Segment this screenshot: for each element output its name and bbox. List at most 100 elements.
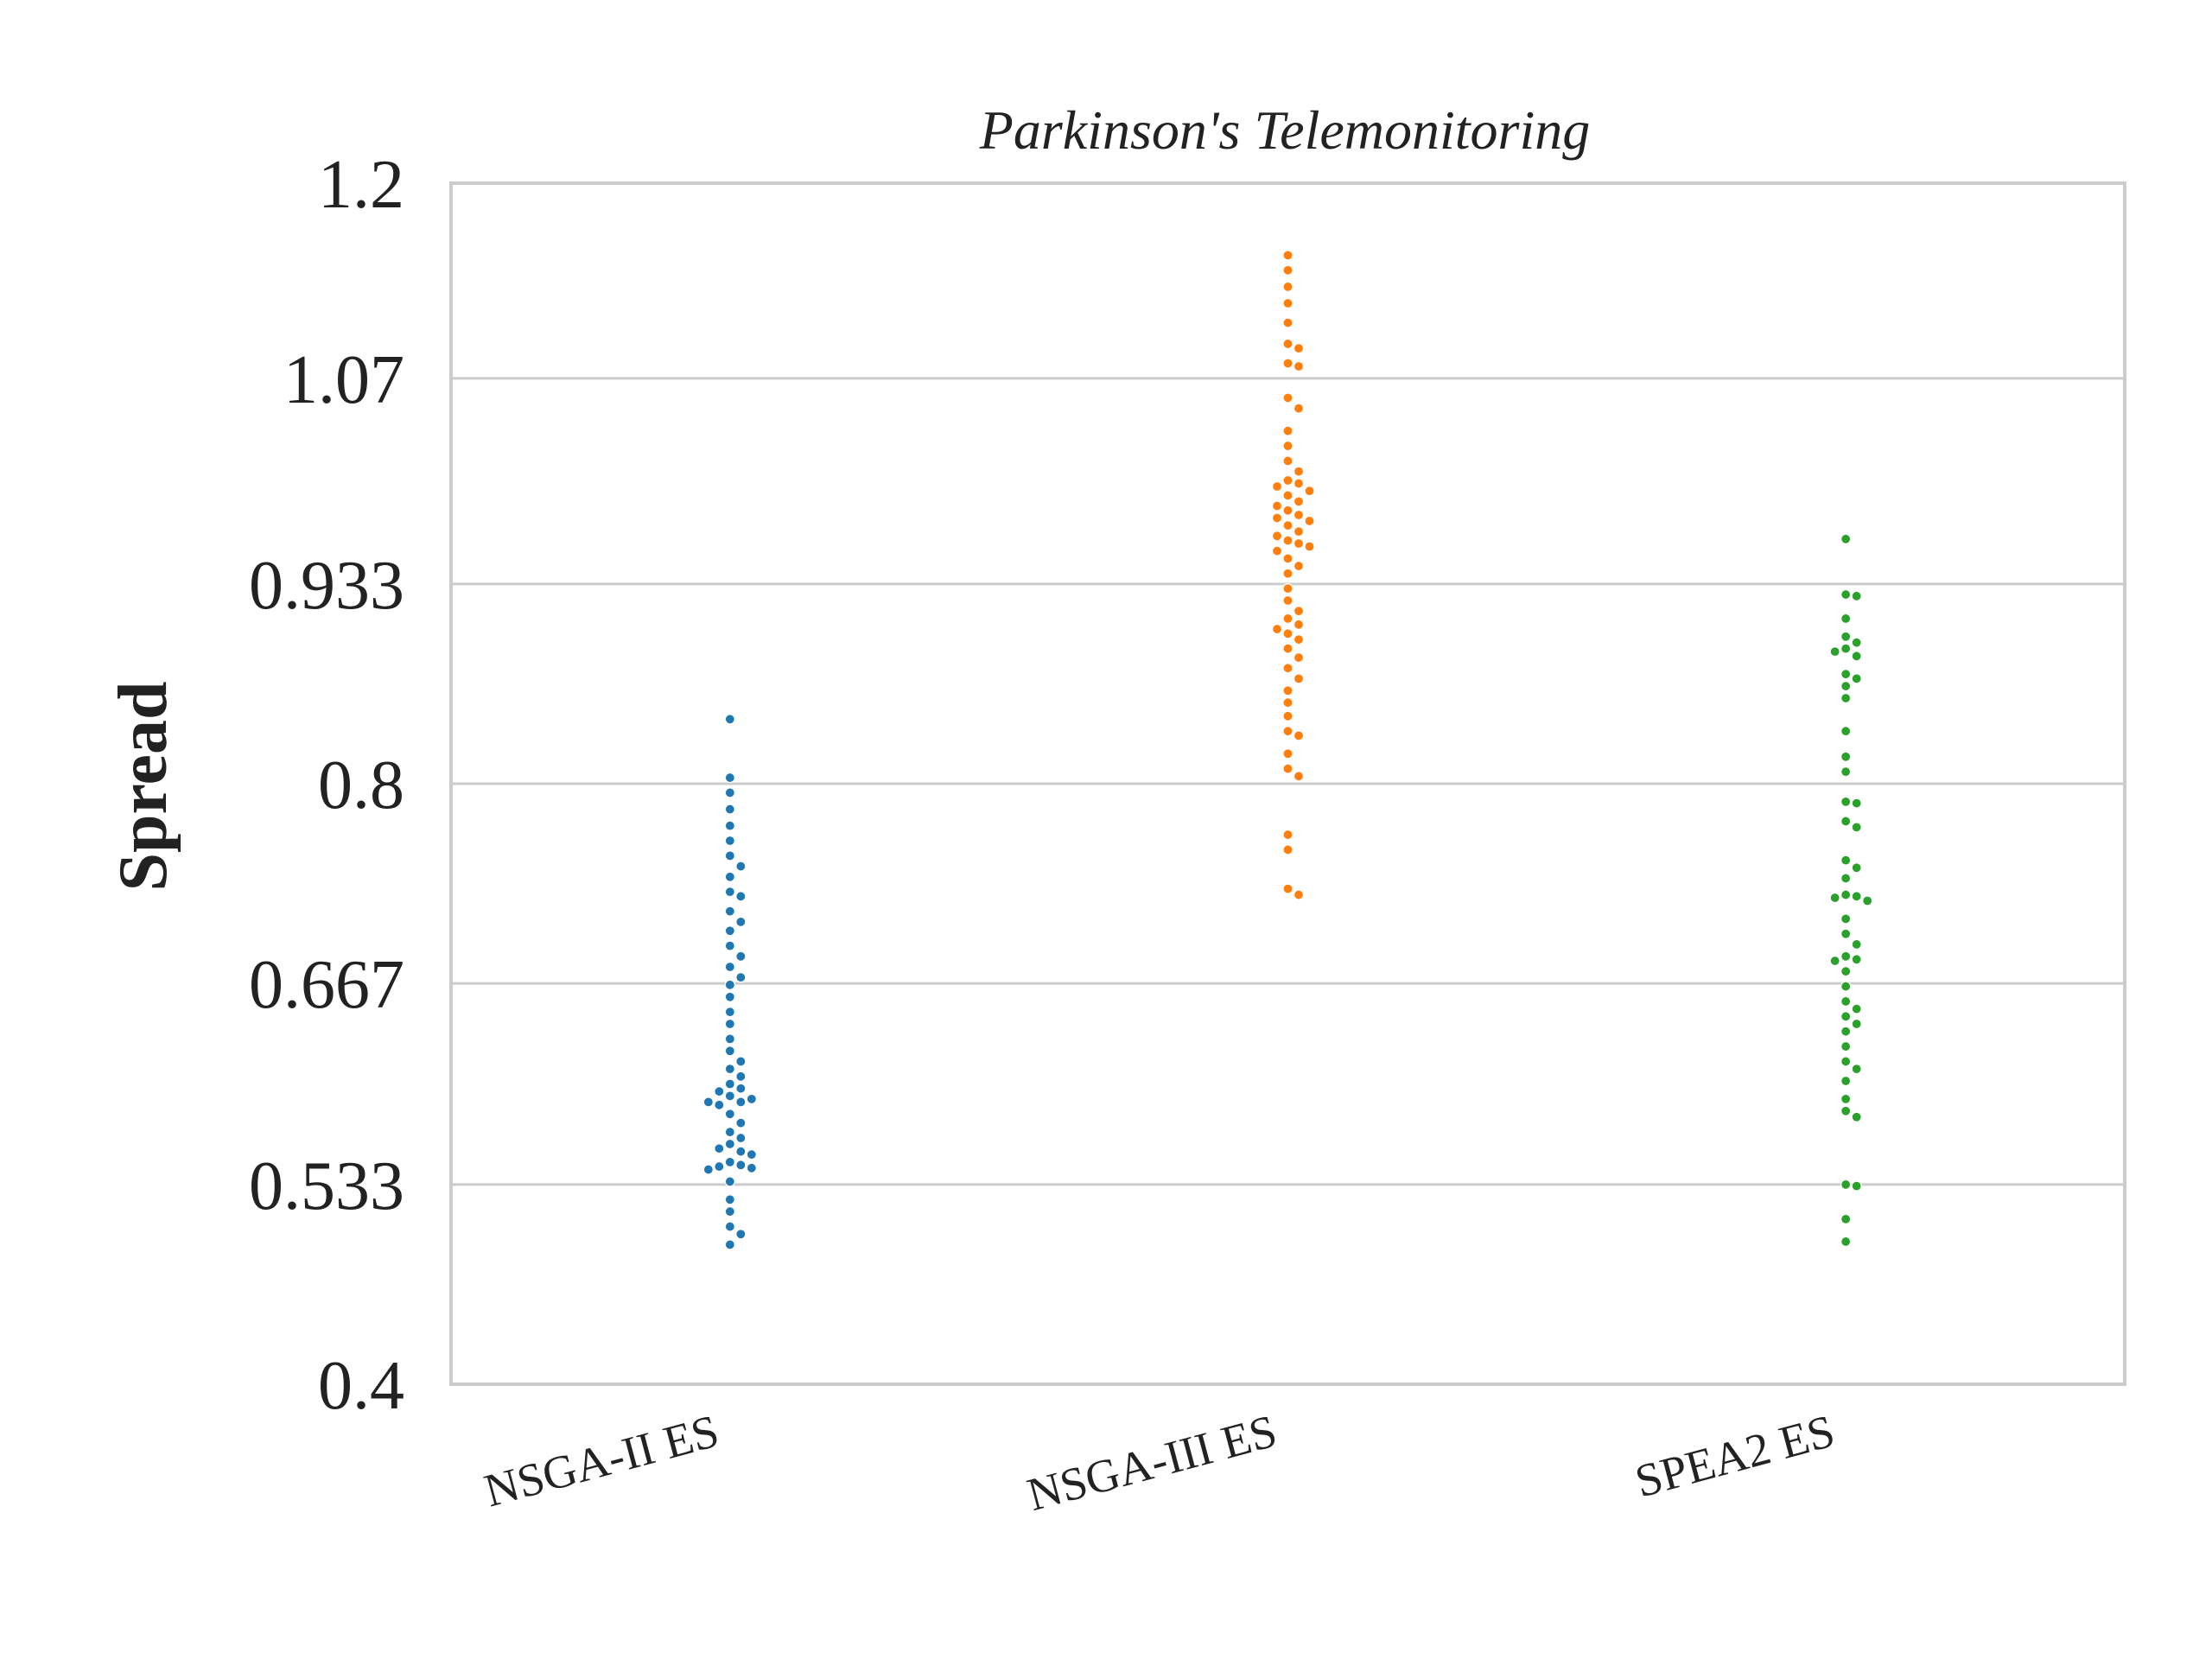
data-point	[735, 1117, 747, 1128]
data-point	[735, 1096, 747, 1108]
x-axis: NSGA-II ES NSGA-III ES SPEA2 ES	[479, 1405, 1840, 1521]
data-point	[724, 1176, 735, 1187]
data-point	[1851, 862, 1862, 874]
data-point	[746, 1149, 757, 1160]
data-point	[714, 1099, 725, 1110]
data-point	[724, 1239, 735, 1250]
data-point	[1282, 628, 1294, 639]
data-point	[1282, 613, 1294, 624]
plot-frame	[449, 181, 2126, 1386]
data-point	[735, 1056, 747, 1067]
data-point	[1840, 613, 1852, 624]
data-point	[1282, 455, 1294, 467]
data-point	[724, 991, 735, 1002]
data-point	[1851, 1180, 1862, 1192]
data-point	[1282, 763, 1294, 774]
data-point	[735, 861, 747, 872]
data-point	[724, 1138, 735, 1150]
data-point	[735, 1229, 747, 1240]
data-point	[1293, 403, 1305, 414]
data-point	[714, 1086, 725, 1097]
data-point	[1293, 619, 1305, 630]
x-tick-label: NSGA-II ES	[479, 1405, 724, 1517]
data-point	[1840, 928, 1852, 939]
y-tick-label: 0.4	[318, 1348, 404, 1424]
data-point	[1840, 855, 1852, 866]
data-point	[735, 1071, 747, 1082]
y-tick-label: 0.933	[249, 548, 404, 624]
data-point	[1282, 250, 1294, 261]
data-point	[735, 972, 747, 983]
data-point	[1282, 710, 1294, 721]
data-point	[1840, 669, 1852, 680]
data-point	[724, 787, 735, 798]
data-point	[1840, 726, 1852, 737]
data-point	[1282, 505, 1294, 516]
data-point	[724, 906, 735, 917]
data-point	[1851, 891, 1862, 902]
data-point	[1282, 553, 1294, 564]
data-point	[1840, 1075, 1852, 1087]
data-point	[1282, 643, 1294, 654]
data-point	[1840, 889, 1852, 900]
data-point	[724, 1033, 735, 1045]
data-point	[1293, 560, 1305, 572]
data-point	[1840, 588, 1852, 601]
data-point	[1851, 1003, 1862, 1014]
data-point	[724, 1064, 735, 1075]
x-tick-label: SPEA2 ES	[1630, 1405, 1840, 1508]
data-point	[1851, 1064, 1862, 1075]
data-point	[1293, 634, 1305, 645]
data-point	[1851, 1018, 1862, 1030]
data-point	[1840, 796, 1852, 807]
data-point	[1282, 281, 1294, 292]
data-point	[1829, 892, 1840, 904]
data-point	[1282, 697, 1294, 709]
data-point	[724, 1221, 735, 1232]
data-point	[1282, 663, 1294, 674]
data-point	[724, 1046, 735, 1057]
data-point	[1840, 751, 1852, 762]
data-point	[724, 961, 735, 973]
data-point	[1282, 358, 1294, 369]
data-point	[1851, 822, 1862, 833]
data-points	[702, 250, 1873, 1250]
data-point	[746, 1093, 757, 1104]
data-point	[1851, 637, 1862, 648]
data-point	[735, 891, 747, 902]
data-point	[746, 1162, 757, 1173]
data-point	[1840, 692, 1852, 704]
data-point	[735, 1160, 747, 1171]
data-point	[724, 1126, 735, 1138]
data-point	[1840, 1213, 1852, 1224]
data-point	[1293, 537, 1305, 550]
data-point	[1293, 606, 1305, 617]
data-point	[1282, 440, 1294, 452]
data-point	[1282, 520, 1294, 531]
data-point	[1840, 533, 1852, 544]
data-point	[702, 1164, 714, 1175]
data-point	[724, 1194, 735, 1205]
data-point	[724, 1206, 735, 1217]
data-point	[1282, 685, 1294, 696]
data-point	[1829, 645, 1840, 658]
data-point	[1840, 1011, 1852, 1022]
y-axis-label: Spread	[105, 681, 181, 891]
data-point	[1840, 631, 1852, 642]
y-tick-label: 0.667	[249, 947, 404, 1023]
data-point	[1271, 480, 1283, 493]
data-point	[1293, 360, 1305, 372]
data-point	[1293, 889, 1305, 900]
data-point	[1282, 338, 1294, 350]
data-point	[1293, 466, 1305, 477]
data-point	[1282, 264, 1294, 276]
data-point	[724, 979, 735, 990]
data-point	[1840, 680, 1852, 692]
data-point	[1851, 954, 1862, 965]
data-point	[1282, 317, 1294, 328]
data-point	[1304, 515, 1315, 527]
data-point	[1862, 895, 1873, 906]
data-point	[724, 1109, 735, 1120]
data-point	[1851, 590, 1862, 601]
